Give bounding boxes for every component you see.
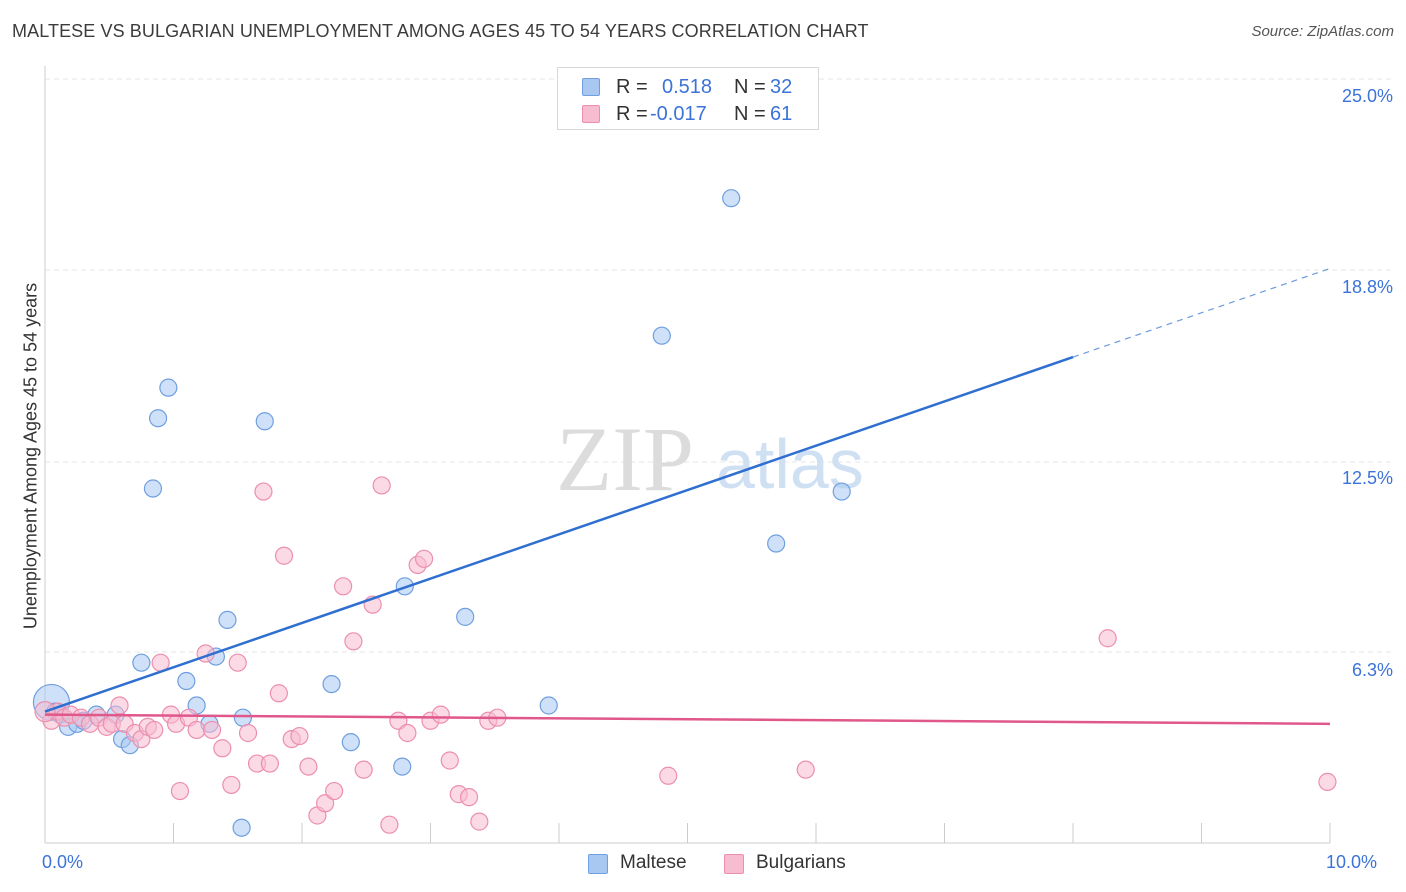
- legend-r-label: R =: [616, 103, 648, 125]
- bulgarians-point: [344, 632, 363, 651]
- bulgarians-point: [459, 788, 479, 807]
- legend-r-label: R =: [616, 76, 648, 98]
- bulgarians-point: [145, 720, 164, 740]
- maltese-point: [341, 733, 360, 752]
- y-tick-label: 25.0%: [1341, 86, 1393, 106]
- maltese-point: [132, 653, 151, 672]
- maltese-point: [832, 482, 851, 501]
- bulgarians-point: [238, 723, 258, 743]
- x-tick-label-max: 10.0%: [1326, 852, 1378, 872]
- y-tick-label: 6.3%: [1351, 660, 1393, 680]
- watermark-zip: ZIP: [556, 408, 694, 510]
- series-legend: Maltese Bulgarians: [0, 850, 1406, 880]
- y-tick-label: 18.8%: [1341, 277, 1393, 297]
- bulgarians-point: [299, 757, 318, 776]
- bulgarians-point: [334, 577, 353, 596]
- legend-r-value: 0.518: [662, 76, 713, 98]
- maltese-point: [652, 326, 671, 345]
- legend-swatch-maltese: [582, 78, 600, 96]
- bulgarians-point: [354, 760, 373, 779]
- bulgarians-point: [316, 794, 335, 813]
- maltese-point: [255, 412, 274, 431]
- bulgarians-point: [470, 812, 489, 831]
- bulgarians-point: [110, 696, 129, 715]
- bulgarians-point: [325, 781, 344, 801]
- legend-swatch-bulgarians: [724, 854, 744, 874]
- legend-r-value: -0.017: [650, 103, 707, 125]
- bulgarians-point: [372, 476, 391, 495]
- maltese-point: [148, 409, 168, 428]
- maltese-point: [233, 708, 252, 727]
- bulgarians-point: [187, 720, 206, 740]
- maltese-point: [177, 671, 196, 691]
- legend-row-bulgarians: R = -0.017 N = 61: [558, 101, 820, 127]
- source-label: Source: ZipAtlas.com: [1251, 23, 1394, 40]
- bulgarians-point: [414, 549, 434, 568]
- bulgarians-point: [398, 723, 417, 743]
- bulgarians-point: [440, 751, 459, 770]
- bulgarians-trend-line: [44, 713, 1331, 726]
- legend-label-maltese: Maltese: [620, 852, 687, 873]
- bulgarians-point: [796, 760, 815, 779]
- bulgarians-point: [202, 720, 222, 740]
- maltese-point: [767, 534, 786, 553]
- maltese-point: [722, 189, 741, 208]
- legend-row-maltese: R = 0.518 N = 32: [558, 74, 820, 100]
- bulgarians-point: [659, 766, 678, 785]
- watermark: ZIP atlas: [556, 408, 864, 510]
- legend-n-value: 32: [770, 76, 793, 98]
- maltese-point: [159, 378, 178, 397]
- maltese-trend-line: [44, 355, 1074, 713]
- legend-swatch-bulgarians: [582, 105, 600, 123]
- maltese-point: [539, 696, 558, 715]
- y-axis-label: Unemployment Among Ages 45 to 54 years: [20, 282, 41, 630]
- bulgarians-point: [380, 815, 399, 834]
- bulgarians-point: [431, 705, 450, 724]
- bulgarians-point: [228, 653, 247, 672]
- y-tick-label: 12.5%: [1341, 468, 1393, 488]
- bulgarians-point: [1318, 772, 1337, 791]
- legend-n-label: N =: [734, 103, 766, 125]
- maltese-point: [232, 818, 251, 837]
- maltese-point: [393, 757, 412, 776]
- legend-n-value: 61: [770, 103, 793, 125]
- maltese-point: [218, 610, 237, 630]
- legend-swatch-maltese: [588, 854, 608, 874]
- chart-title: MALTESE VS BULGARIAN UNEMPLOYMENT AMONG …: [12, 21, 869, 41]
- x-tick-label-min: 0.0%: [42, 852, 84, 872]
- maltese-point: [143, 479, 163, 498]
- bulgarians-point: [274, 546, 294, 565]
- bulgarians-point: [213, 739, 232, 758]
- maltese-point: [322, 674, 341, 694]
- bulgarians-point: [260, 754, 279, 773]
- correlation-legend: R = 0.518 N = 32 R = -0.017 N = 61: [557, 67, 819, 130]
- maltese-trend-extension: [1072, 267, 1331, 358]
- bulgarians-point: [254, 482, 273, 501]
- bulgarians-point: [222, 775, 241, 795]
- legend-n-label: N =: [734, 76, 766, 98]
- bulgarians-point: [170, 781, 190, 801]
- bulgarians-point: [290, 726, 309, 746]
- legend-label-bulgarians: Bulgarians: [756, 852, 846, 873]
- maltese-point: [456, 607, 475, 626]
- bulgarians-point: [269, 684, 288, 703]
- bulgarians-point: [1098, 629, 1117, 648]
